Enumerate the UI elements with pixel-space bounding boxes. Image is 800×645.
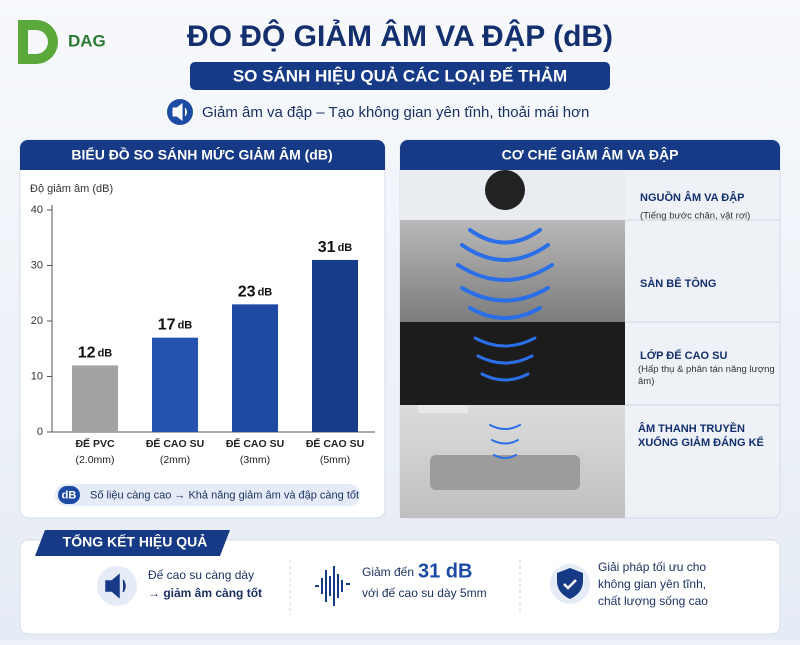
subtitle-banner [190,62,610,90]
x-tick-label: ĐẾ CAO SU [146,437,204,450]
layer-label-box: ÂM THANH TRUYỀN XUỐNG GIẢM ĐÁNG KỂ [638,423,764,449]
summary-line: không gian yên tĩnh, [598,577,706,591]
value-number: 12 [78,345,96,362]
bar [152,337,198,432]
mechanism-title: CƠ CHẾ GIẢM ÂM VA ĐẬP [502,146,679,163]
summary-card [19,539,781,635]
y-axis-label: Độ giảm âm (dB) [30,183,113,195]
shield-icon [557,568,583,599]
summary-title: TỔNG KẾT HIỆU QUẢ [63,533,208,550]
summary-highlight: 31 dB [418,560,472,582]
chart-title: BIỂU ĐỒ SO SÁNH MỨC GIẢM ÂM (dB) [71,146,332,163]
speaker-glyph [105,573,126,599]
value-unit: dB [178,320,193,332]
layer-label: LỚP ĐẾ CAO SU [640,349,727,362]
y-tick-label: 10 [31,370,43,382]
waveform-icon [315,566,350,606]
value-unit: dB [338,242,353,254]
summary-line: chất lượng sống cao [598,594,708,608]
note-badge-bg [58,486,80,504]
x-tick-note: (5mm) [320,454,350,466]
bar [72,365,118,432]
y-tick-label: 40 [31,204,43,216]
x-tick-label: ĐẾ CAO SU [226,437,284,450]
summary-tab [35,530,230,556]
y-tick-label: 20 [31,315,43,327]
x-tick-note: (2mm) [160,454,190,466]
bar [312,259,358,432]
x-tick-label: ĐẾ PVC [75,437,115,450]
value-number: 23 [238,284,256,301]
note: Số liệu càng cao → Khả năng giảm âm và đ… [90,489,359,501]
layer-detail: (Hấp thụ & phân tán năng lượng âm) [638,364,775,387]
layer-label: ÂM THANH TRUYỀN XUỐNG GIẢM ĐÁNG KỂ [638,423,764,449]
impact-ball [485,170,525,210]
summary-line: Giải pháp tối ưu cho [598,560,706,574]
layer-label: NGUỒN ÂM VA ĐẬP [640,191,745,204]
y-tick-label: 30 [31,259,43,271]
layer-detail-box: (Hấp thụ & phân tán năng lượng âm) [638,364,775,387]
summary-line: → giảm âm càng tốt [148,586,262,600]
x-tick-note: (3mm) [240,454,270,466]
x-tick-label: ĐẾ CAO SU [306,437,364,450]
value-unit: dB [258,286,273,298]
sofa [430,455,580,490]
summary-line: Đế cao su càng dày [148,568,254,582]
mechanism-header [400,140,780,170]
ceiling-light [418,405,468,413]
subtitle: SO SÁNH HIỆU QUẢ CÁC LOẠI ĐẾ THẢM [233,66,567,85]
value-number: 31 [318,239,336,256]
layer-label: SÀN BÊ TÔNG [640,277,716,290]
summary-lead: Giảm đến [362,565,414,579]
value-label: 31 dB [318,239,353,256]
value-label: 23 dB [238,284,273,301]
summary-line: với đế cao su dày 5mm [362,586,487,600]
title: ĐO ĐỘ GIẢM ÂM VA ĐẬP (dB) [187,19,613,53]
check-glyph [563,579,577,590]
sound-waves [456,228,554,459]
note-badge: dB [62,489,77,501]
bar [232,304,278,432]
value-label: 17 dB [158,317,193,334]
value-unit: dB [98,347,113,359]
logo-mark [18,20,58,64]
tagline: Giảm âm va đập – Tạo không gian yên tĩnh… [202,104,589,121]
concrete-layer [400,220,625,322]
x-tick-note: (2.0mm) [75,454,114,466]
value-number: 17 [158,317,176,334]
logo-text: DAG [68,31,106,50]
layer-detail: (Tiếng bước chân, vật rơi) [640,211,750,222]
speaker-glyph [172,102,187,122]
note-pill [55,484,360,506]
y-tick-label: 0 [37,426,43,438]
chart-header [20,140,385,170]
value-label: 12 dB [78,345,113,362]
